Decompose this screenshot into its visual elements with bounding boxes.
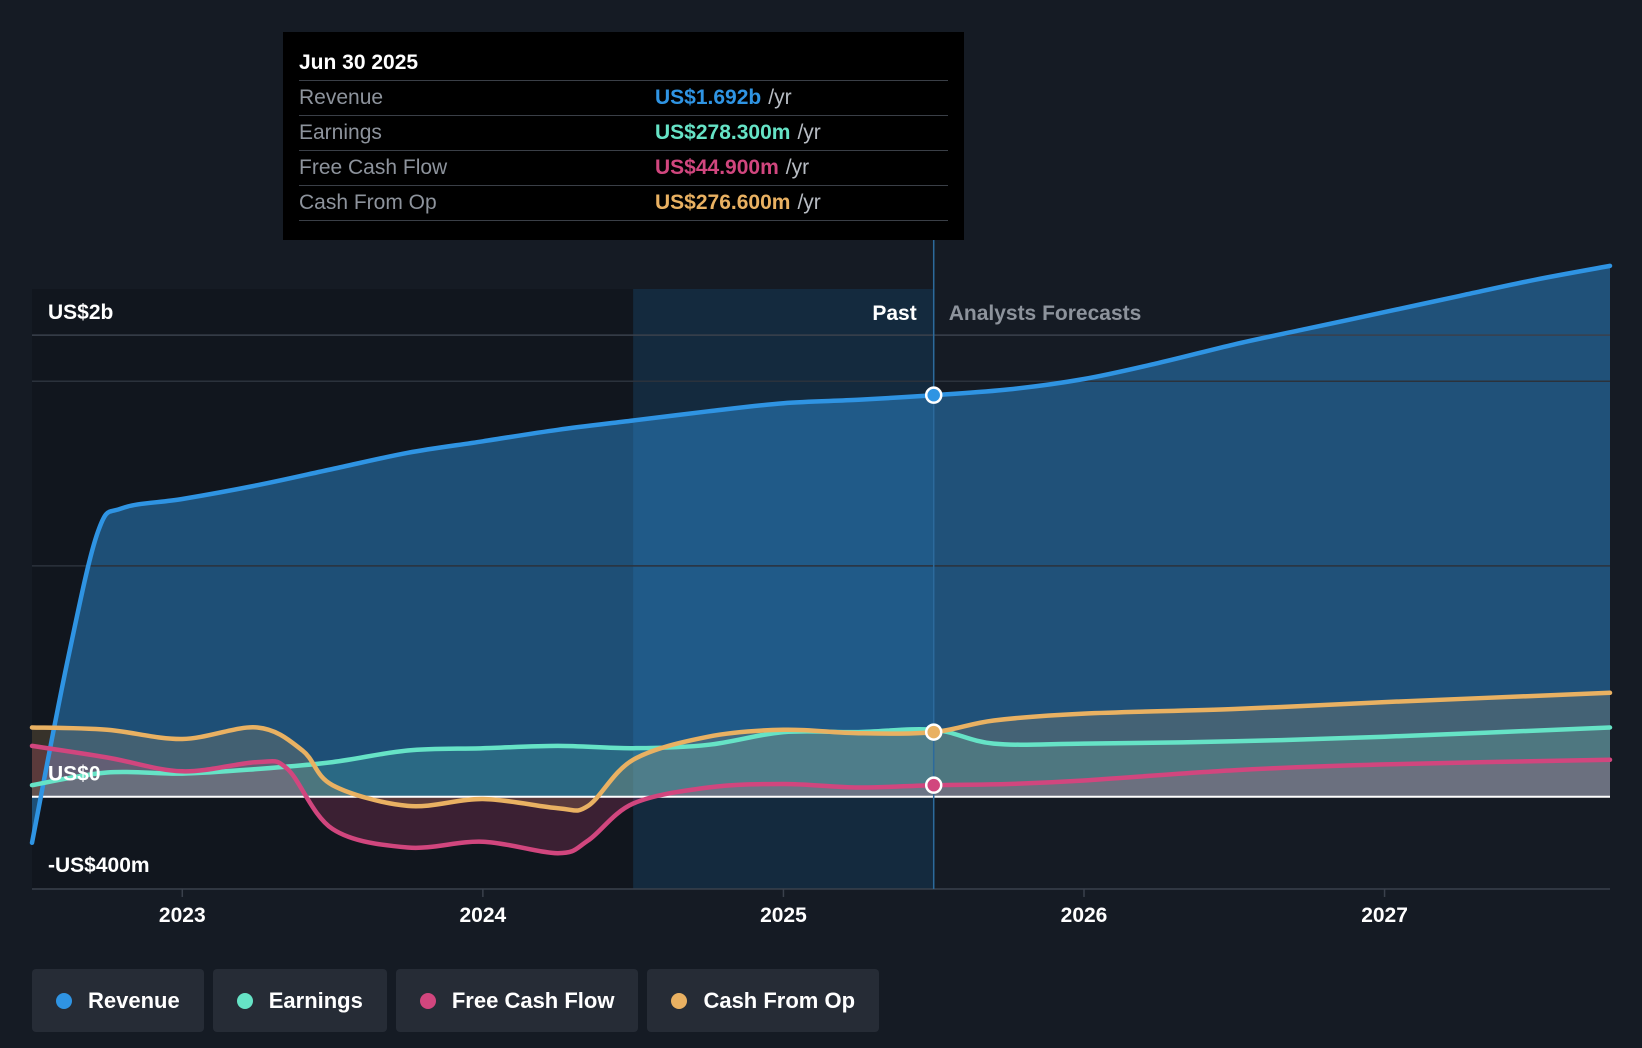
tooltip-label: Revenue [299,86,384,109]
tooltip: Jun 30 2025 Revenue US$1.692b /yr Earnin… [283,32,964,240]
tooltip-row-free-cash-flow: Free Cash Flow US$44.900m /yr [299,150,948,185]
x-tick-label: 2026 [1061,904,1108,927]
tooltip-row-cash-from-op: Cash From Op US$276.600m /yr [299,185,948,221]
y-tick-label: US$0 [48,763,101,786]
tooltip-unit: /yr [785,156,810,179]
y-tick-label: US$2b [48,301,113,324]
legend-dot-icon [671,992,688,1009]
legend-item-revenue[interactable]: Revenue [32,969,204,1032]
y-tick-label: -US$400m [48,854,150,877]
point-cash-from-op [924,723,943,741]
x-tick-label: 2023 [159,904,206,927]
tooltip-unit: /yr [797,191,821,214]
area-revenue [32,265,1610,843]
tooltip-unit: /yr [768,86,792,109]
tooltip-row-revenue: Revenue US$1.692b /yr [299,80,948,115]
line-cash-from-op [29,690,1613,813]
legend-label: Cash From Op [703,987,856,1013]
x-tick-label: 2024 [459,904,506,927]
tooltip-unit: /yr [797,121,821,144]
legend: Revenue Earnings Free Cash Flow Cash Fro… [32,969,880,1032]
legend-label: Earnings [268,987,363,1013]
legend-dot-icon [419,992,436,1009]
tooltip-label: Free Cash Flow [299,156,448,179]
point-free-cash-flow [924,776,943,794]
past-label: Past [872,302,916,325]
legend-label: Revenue [88,987,180,1013]
point-revenue [924,386,943,404]
tooltip-row-earnings: Earnings US$278.300m /yr [299,115,948,150]
tooltip-label: Earnings [299,121,382,144]
tooltip-value: US$44.900m [655,156,779,179]
tooltip-value: US$1.692b [655,86,762,109]
tooltip-value: US$278.300m [655,121,791,144]
tooltip-value: US$276.600m [655,191,791,214]
x-tick-label: 2027 [1361,904,1408,927]
area-cash-from-op [32,692,1610,811]
x-tick-label: 2025 [760,904,807,927]
legend-label: Free Cash Flow [451,987,615,1013]
area-earnings [32,727,1610,797]
tooltip-label: Cash From Op [299,191,437,214]
legend-dot-icon [236,992,253,1009]
tooltip-date: Jun 30 2025 [299,51,419,74]
forecast-label: Analysts Forecasts [949,302,1142,325]
line-revenue [29,263,1613,846]
legend-item-cash-from-op[interactable]: Cash From Op [647,969,880,1032]
legend-item-free-cash-flow[interactable]: Free Cash Flow [395,969,639,1032]
line-earnings [29,725,1613,788]
line-free-cash-flow [29,743,1613,856]
legend-item-earnings[interactable]: Earnings [212,969,387,1032]
legend-dot-icon [56,992,72,1009]
